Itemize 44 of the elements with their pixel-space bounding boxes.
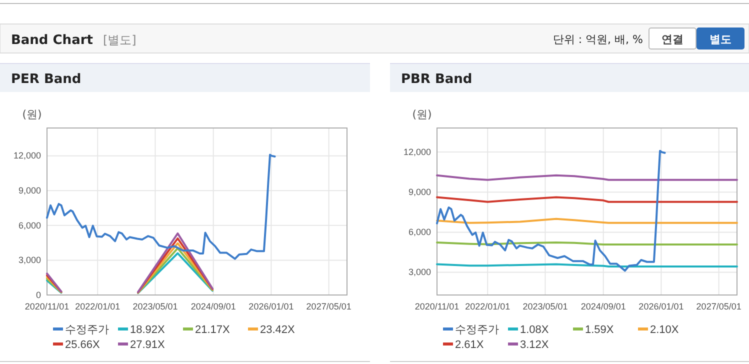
legend-label: 21.17X (195, 324, 231, 336)
x-tick-label: 2026/01/01 (638, 301, 684, 312)
legend-label: 3.12X (520, 339, 550, 351)
chart-title: PER Band (11, 72, 82, 87)
x-tick-label: 2026/01/01 (248, 301, 294, 312)
text: [별도] (102, 33, 136, 47)
legend-label: 18.92X (130, 324, 166, 336)
x-tick-label: 2020/11/01 (414, 301, 460, 312)
x-tick-label: 2022/01/01 (465, 301, 510, 312)
legend-label: 1.59X (585, 324, 614, 336)
y-tick-label: 12,000 (13, 150, 41, 161)
x-tick-label: 2024/09/01 (580, 301, 626, 312)
y-tick-label: 3,000 (18, 255, 41, 266)
legend-label: 수정주가 (65, 324, 109, 336)
y-tick-label: 9,000 (18, 186, 41, 196)
y-axis-title: (원) (412, 108, 432, 121)
x-tick-label: 2022/01/01 (75, 301, 120, 312)
x-tick-label: 2027/05/01 (696, 301, 742, 312)
x-tick-label: 2023/05/01 (132, 301, 178, 312)
text: Band Chart (11, 33, 93, 48)
x-tick-label: 2024/09/01 (190, 301, 236, 312)
legend-label: 수정주가 (455, 324, 499, 336)
y-tick-label: 12,000 (403, 146, 431, 157)
legend-label: 2.10X (650, 324, 680, 336)
text: 별도 (710, 33, 732, 46)
y-tick-label: 9,000 (408, 187, 431, 198)
y-axis-title: (원) (22, 108, 42, 121)
y-tick-label: 3,000 (408, 267, 431, 278)
legend-label: 27.91X (130, 339, 166, 351)
text: 연결 (662, 33, 684, 46)
x-tick-label: 2027/05/01 (306, 301, 352, 312)
legend-label: 1.08X (520, 324, 550, 336)
legend-label: 25.66X (65, 339, 101, 351)
legend-label: 2.61X (455, 339, 484, 351)
chart-title: PBR Band (401, 72, 472, 87)
line-series (436, 150, 666, 272)
text: 단위 : 억원, 배, % (552, 33, 643, 46)
y-tick-label: 6,000 (408, 227, 431, 238)
x-tick-label: 2023/05/01 (522, 301, 568, 312)
y-tick-label: 6,000 (18, 220, 41, 230)
line-series (46, 154, 276, 260)
y-tick-label: 0 (36, 290, 41, 300)
x-tick-label: 2020/11/01 (24, 301, 70, 312)
legend-label: 23.42X (260, 324, 296, 336)
